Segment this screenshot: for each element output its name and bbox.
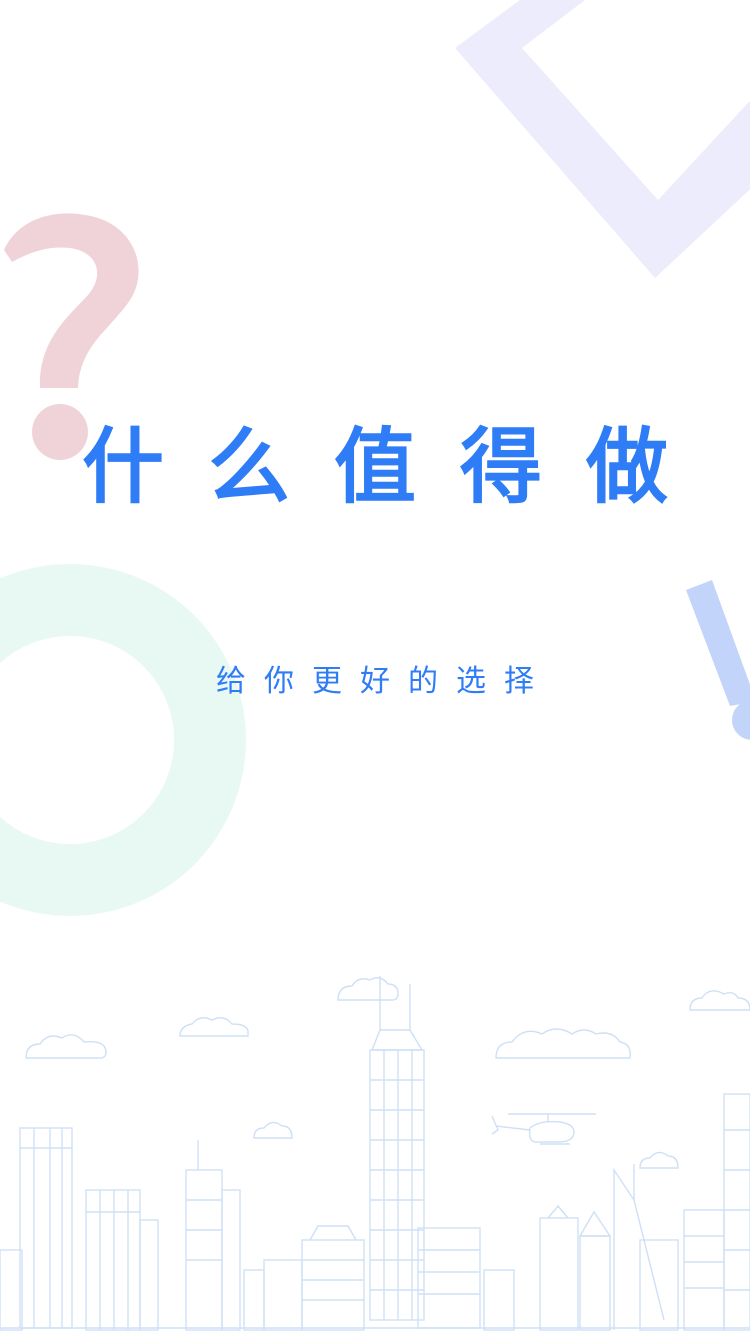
- splash-title: 什么值得做: [81, 420, 712, 515]
- ring-icon: [0, 564, 246, 916]
- exclamation-mark-icon: [686, 580, 750, 740]
- central-tower: [369, 976, 425, 1321]
- cloud-icon: [689, 990, 750, 1011]
- right-buildings: [417, 1093, 750, 1331]
- cloud-icon: [639, 1151, 679, 1169]
- question-mark-icon: [4, 213, 139, 460]
- cloud-icon: [253, 1121, 293, 1139]
- splash-subtitle: 给你更好的选择: [216, 664, 552, 699]
- cloud-icon: [179, 1017, 249, 1037]
- left-buildings: [0, 1127, 365, 1331]
- diamond-outline-icon: [455, 0, 750, 278]
- city-skyline-illustration: [0, 976, 750, 1331]
- cloud-icon: [495, 1028, 631, 1059]
- helicopter-icon: [491, 1113, 596, 1145]
- cloud-icon: [25, 1034, 107, 1059]
- cloud-icon: [337, 977, 399, 1001]
